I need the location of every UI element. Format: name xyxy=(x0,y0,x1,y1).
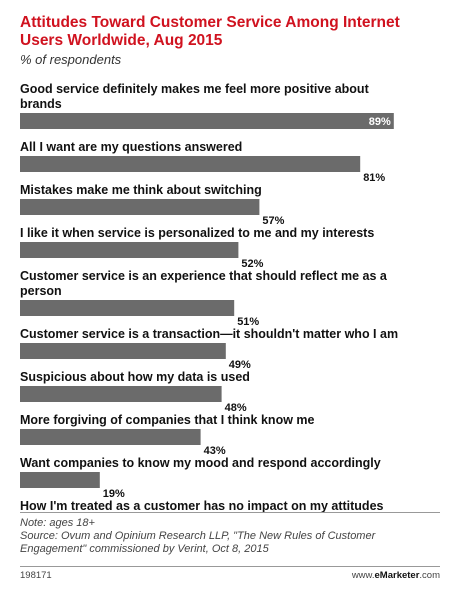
category-label: All I want are my questions answered xyxy=(20,140,242,154)
chart-title: Attitudes Toward Customer Service Among … xyxy=(20,14,400,49)
bar-group: All I want are my questions answered 81% xyxy=(20,140,385,184)
value-label: 43% xyxy=(204,445,226,457)
value-label: 49% xyxy=(229,359,251,371)
bar xyxy=(20,343,226,359)
value-label: 89% xyxy=(369,116,391,128)
bar-group: Mistakes make me think about switching 57… xyxy=(20,183,285,227)
bar-group: Want companies to know my mood and respo… xyxy=(20,456,381,500)
value-label: 57% xyxy=(262,215,284,227)
bar-group: Customer service is a transaction—it sho… xyxy=(20,327,398,371)
category-label: Want companies to know my mood and respo… xyxy=(20,456,381,470)
chart-id: 198171 xyxy=(20,570,52,581)
category-label: More forgiving of companies that I think… xyxy=(20,413,315,427)
category-label: Suspicious about how my data is used xyxy=(20,370,250,384)
category-label: Customer service is an experience that s… xyxy=(20,269,388,283)
bar xyxy=(20,472,100,488)
chart-subtitle: % of respondents xyxy=(20,52,122,67)
bar-group: More forgiving of companies that I think… xyxy=(20,413,315,457)
category-label: brands xyxy=(20,97,62,111)
bar-group: Good service definitely makes me feel mo… xyxy=(20,82,394,129)
bar-group: Customer service is an experience that s… xyxy=(20,269,388,328)
bar xyxy=(20,300,235,316)
chart-notes: Note: ages 18+ Source: Ovum and Opinium … xyxy=(20,517,440,556)
bar-group: How I'm treated as a customer has no imp… xyxy=(20,499,384,512)
source-text: Source: Ovum and Opinium Research LLP, "… xyxy=(20,530,376,555)
value-label: 51% xyxy=(237,316,259,328)
bar xyxy=(20,156,361,172)
bar xyxy=(20,386,222,402)
bar xyxy=(20,199,260,215)
bar xyxy=(20,429,201,445)
category-label: person xyxy=(20,284,62,298)
bar xyxy=(20,242,239,258)
value-label: 19% xyxy=(103,488,125,500)
brand-suffix: .com xyxy=(419,570,440,581)
bar-group: Suspicious about how my data is used 48% xyxy=(20,370,250,414)
divider-top xyxy=(20,512,440,513)
category-label: How I'm treated as a customer has no imp… xyxy=(20,499,384,512)
brand-link[interactable]: www.eMarketer.com xyxy=(352,570,440,581)
category-label: Mistakes make me think about switching xyxy=(20,183,262,197)
category-label: Customer service is a transaction—it sho… xyxy=(20,327,398,341)
value-label: 52% xyxy=(241,258,263,270)
divider-bottom xyxy=(20,566,440,567)
category-label: I like it when service is personalized t… xyxy=(20,226,374,240)
brand-name: eMarketer xyxy=(374,570,420,581)
category-label: Good service definitely makes me feel mo… xyxy=(20,82,370,96)
bar-chart: Good service definitely makes me feel mo… xyxy=(20,82,398,512)
value-label: 81% xyxy=(363,172,385,184)
brand-prefix: www. xyxy=(351,570,375,581)
value-label: 48% xyxy=(225,402,247,414)
note-text: Note: ages 18+ xyxy=(20,517,95,529)
bar-group: I like it when service is personalized t… xyxy=(20,226,374,270)
bar xyxy=(20,113,394,129)
